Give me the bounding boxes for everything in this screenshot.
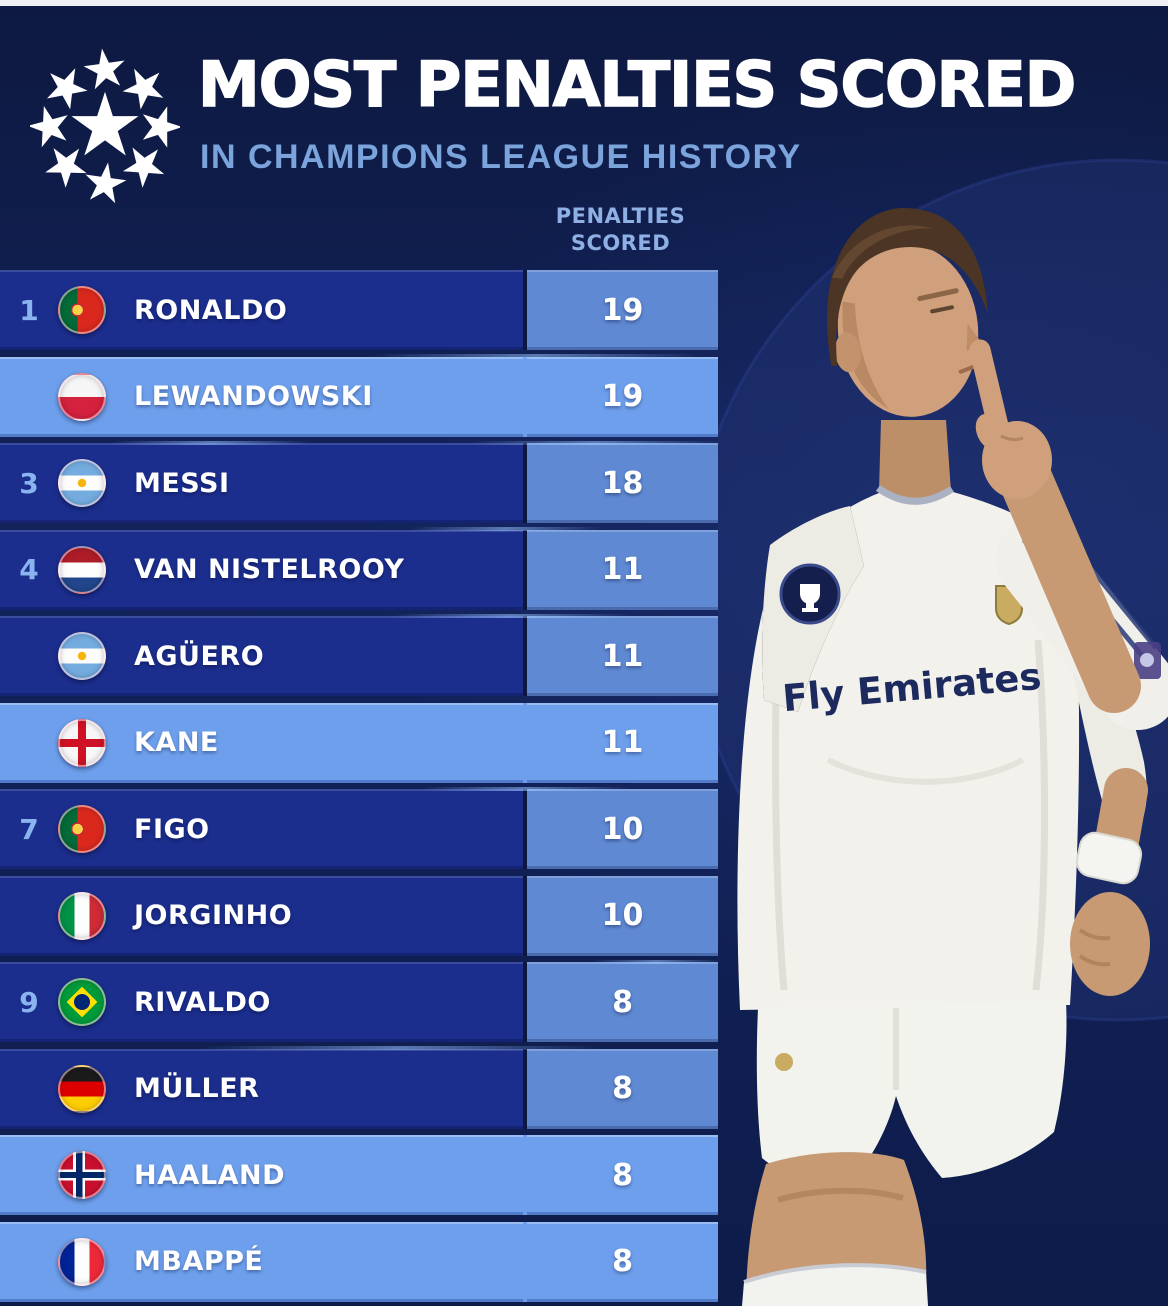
rank-label: 9 (19, 985, 39, 1019)
penalties-cell: 19 (523, 270, 718, 350)
column-header-line2: SCORED (570, 230, 671, 255)
table-row: LEWANDOWSKI 19 (0, 356, 718, 437)
table-row: 7 FIGO 10 (0, 789, 718, 869)
player-name: LEWANDOWSKI (134, 381, 373, 412)
penalties-value: 11 (601, 552, 644, 587)
rank-label: 4 (19, 553, 39, 586)
penalties-value: 10 (601, 898, 644, 933)
penalties-value: 19 (601, 379, 644, 414)
country-flag-icon (58, 1151, 106, 1199)
page-subtitle: IN CHAMPIONS LEAGUE HISTORY (200, 138, 802, 176)
top-border-strip (0, 0, 1168, 6)
country-flag-icon (58, 718, 106, 767)
table-row: 4 VAN NISTELROOY 11 (0, 529, 718, 610)
country-flag-icon (58, 1237, 106, 1286)
rank-label: 7 (19, 812, 39, 846)
penalties-value: 8 (612, 984, 633, 1020)
player-cell: MÜLLER (0, 1048, 523, 1129)
country-flag-icon (58, 632, 106, 680)
player-name: HAALAND (134, 1159, 285, 1191)
penalties-value: 19 (601, 292, 644, 328)
country-flag-icon (58, 978, 106, 1026)
table-row: 1 RONALDO 19 (0, 270, 718, 350)
ucl-starball-icon (30, 48, 180, 205)
penalties-value: 11 (601, 725, 644, 760)
penalties-value: 8 (612, 1244, 633, 1279)
country-flag-icon (58, 805, 106, 853)
table-row: MÜLLER 8 (0, 1048, 718, 1129)
penalties-cell: 18 (523, 443, 718, 523)
table-row: KANE 11 (0, 702, 718, 783)
wristband (1075, 831, 1143, 885)
penalties-value: 11 (601, 638, 644, 674)
player-name: KANE (134, 727, 219, 758)
penalties-cell: 10 (523, 875, 718, 956)
player-cell: 3 MESSI (0, 443, 523, 523)
player-name: MBAPPÉ (134, 1246, 264, 1277)
player-name: RIVALDO (134, 986, 271, 1018)
column-header-line1: PENALTIES (555, 204, 686, 228)
table-row: JORGINHO 10 (0, 875, 718, 956)
table-row: AGÜERO 11 (0, 616, 718, 696)
shush-finger (969, 339, 1019, 479)
table-row: MBAPPÉ 8 (0, 1221, 718, 1302)
penalties-cell: 8 (523, 1221, 718, 1302)
player-photo-illustration: Fly Emirates (718, 158, 1168, 1306)
player-cell: 9 RIVALDO (0, 962, 523, 1042)
player-cell: 7 FIGO (0, 789, 523, 869)
penalties-value: 8 (612, 1157, 633, 1193)
rank-label: 1 (19, 293, 39, 327)
player-name: JORGINHO (134, 900, 293, 931)
country-flag-icon (58, 372, 106, 421)
player-cell: 4 VAN NISTELROOY (0, 529, 523, 610)
country-flag-icon (58, 459, 106, 507)
player-cell: LEWANDOWSKI (0, 356, 523, 437)
country-flag-icon (58, 286, 106, 334)
penalties-cell: 11 (523, 529, 718, 610)
player-name: VAN NISTELROOY (134, 554, 405, 585)
player-cell: KANE (0, 702, 523, 783)
player-cell: HAALAND (0, 1135, 523, 1215)
penalties-cell: 8 (523, 962, 718, 1042)
country-flag-icon (58, 891, 106, 940)
penalties-cell: 11 (523, 702, 718, 783)
penalties-cell: 19 (523, 356, 718, 437)
penalties-cell: 8 (523, 1048, 718, 1129)
ranking-table: 1 RONALDO 19 LEWANDOWSKI 19 3 MESSI (0, 270, 718, 1302)
player-cell: JORGINHO (0, 875, 523, 956)
player-photo: Fly Emirates (718, 0, 1168, 1306)
player-cell: AGÜERO (0, 616, 523, 696)
page-title: MOST PENALTIES SCORED (197, 47, 1077, 122)
penalties-column-header: PENALTIES SCORED (523, 203, 718, 257)
player-cell: MBAPPÉ (0, 1221, 523, 1302)
penalties-cell: 8 (523, 1135, 718, 1215)
player-name: MESSI (134, 467, 230, 499)
penalties-value: 18 (601, 465, 644, 501)
player-cell: 1 RONALDO (0, 270, 523, 350)
player-name: FIGO (134, 813, 210, 845)
table-row: 9 RIVALDO 8 (0, 962, 718, 1042)
penalties-value: 8 (612, 1071, 633, 1106)
penalties-cell: 11 (523, 616, 718, 696)
player-name: AGÜERO (134, 640, 265, 672)
penalties-value: 10 (601, 811, 644, 847)
table-row: HAALAND 8 (0, 1135, 718, 1215)
country-flag-icon (58, 545, 106, 594)
player-name: MÜLLER (134, 1073, 260, 1104)
penalties-cell: 10 (523, 789, 718, 869)
table-row: 3 MESSI 18 (0, 443, 718, 523)
player-name: RONALDO (134, 294, 288, 326)
shorts-crest (775, 1053, 793, 1071)
country-flag-icon (58, 1064, 106, 1113)
rank-label: 3 (19, 466, 39, 500)
